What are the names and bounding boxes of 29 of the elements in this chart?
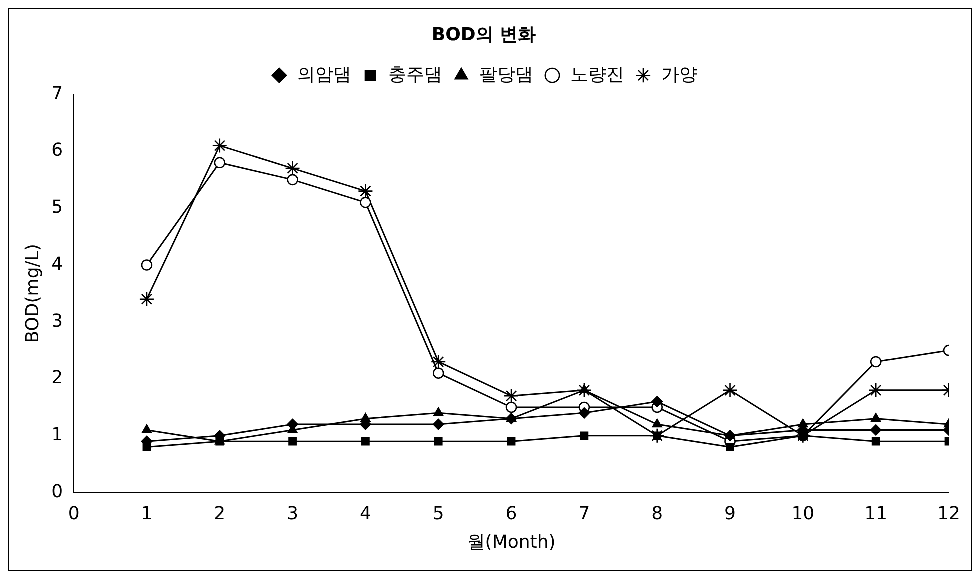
y-tick-label: 1 — [52, 424, 64, 446]
x-tick-label: 12 — [938, 503, 960, 524]
x-tick-label: 3 — [287, 503, 299, 524]
x-axis-title: 월(Month) — [467, 532, 556, 553]
legend-label: 노량진 — [570, 64, 624, 86]
x-tick-label: 7 — [578, 503, 590, 524]
x-tick-label: 8 — [652, 503, 664, 524]
y-tick-label: 3 — [52, 310, 64, 332]
x-tick-label: 2 — [214, 503, 226, 524]
x-tick-label: 5 — [432, 503, 444, 524]
legend-label: 팔당댐 — [480, 64, 534, 86]
x-tick-label: 11 — [864, 503, 888, 524]
x-tick-label: 1 — [141, 503, 153, 524]
y-tick-label: 5 — [52, 197, 64, 218]
y-tick-label: 4 — [52, 254, 64, 275]
x-tick-label: 4 — [360, 503, 372, 524]
y-axis-title: BOD(mg/L) — [22, 244, 44, 344]
legend-label: 충주댐 — [388, 64, 442, 86]
chart-title: BOD의 변화 — [432, 24, 536, 46]
y-tick-label: 6 — [52, 140, 64, 162]
x-tick-label: 6 — [506, 503, 518, 524]
legend-label: 가양 — [662, 64, 698, 86]
legend-label: 의암댐 — [298, 64, 352, 86]
x-tick-label: 9 — [724, 503, 736, 524]
x-tick-label: 10 — [792, 503, 815, 524]
y-tick-label: 2 — [52, 368, 64, 389]
y-tick-label: 0 — [52, 481, 64, 502]
x-tick-label: 0 — [68, 503, 80, 524]
y-tick-label: 7 — [52, 83, 64, 104]
